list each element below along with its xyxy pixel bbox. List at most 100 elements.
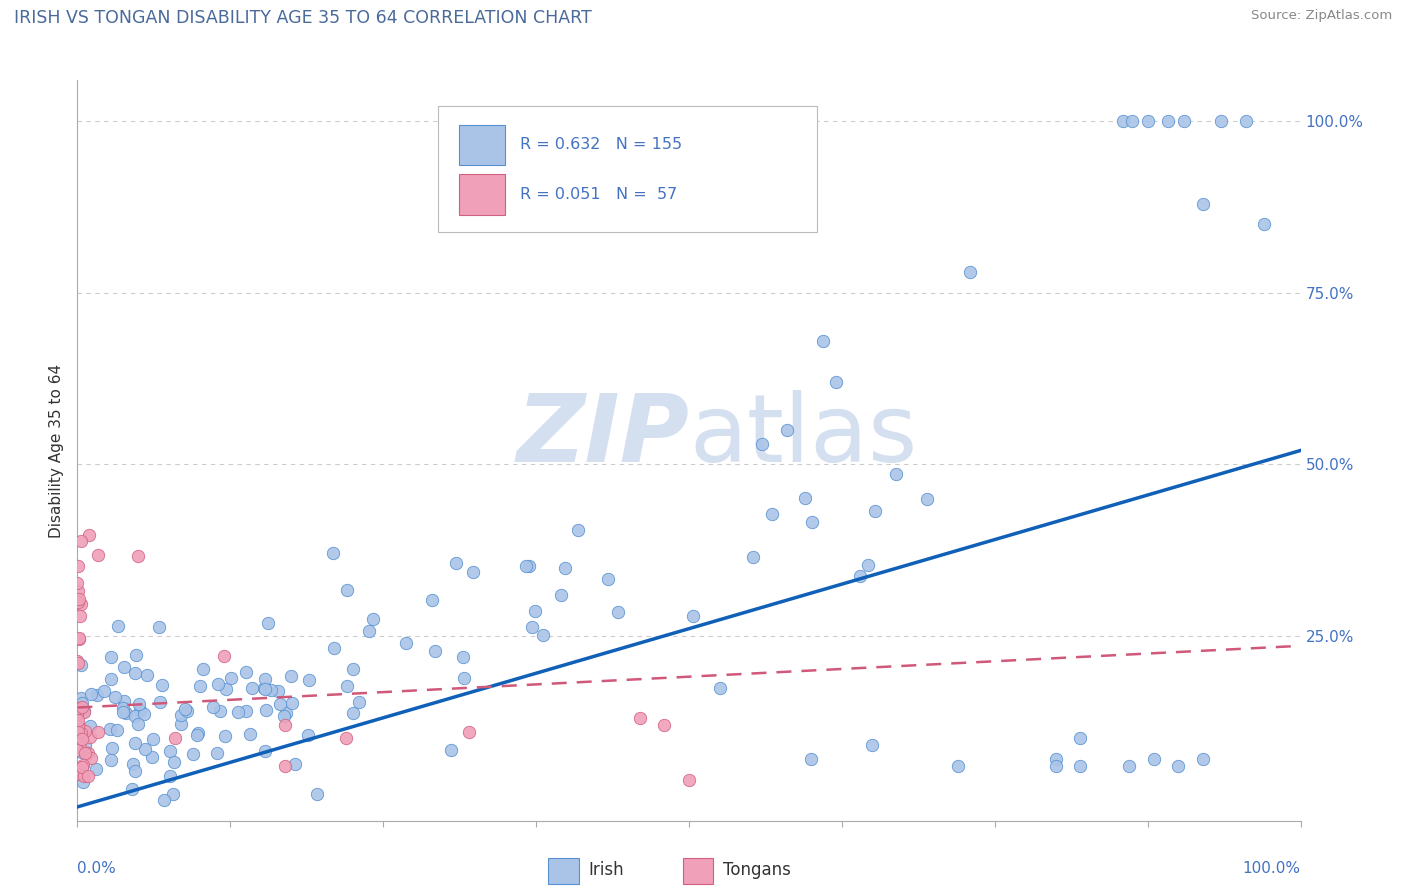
Text: R = 0.051   N =  57: R = 0.051 N = 57 (520, 186, 678, 202)
Point (66, 584, 89, 599)
Point (1209, 114, 1232, 128)
Point (87, 548, 110, 562)
Point (800, 515, 823, 529)
Point (153, 793, 176, 807)
Point (134, 742, 156, 756)
Point (69, 725, 91, 739)
Point (235, 704, 257, 718)
Point (865, 503, 887, 517)
Point (453, 671, 475, 685)
Point (107, 619, 129, 633)
Point (124, 764, 146, 779)
Point (76, 769, 98, 783)
Point (67, 720, 90, 734)
Point (70, 657, 93, 672)
Point (66, 709, 89, 723)
Point (150, 678, 173, 692)
Point (654, 717, 676, 731)
Point (149, 695, 172, 709)
Point (212, 649, 235, 664)
Point (1118, 759, 1140, 773)
Point (298, 673, 321, 687)
Point (72, 700, 94, 714)
Point (162, 787, 184, 801)
Point (67, 632, 90, 646)
Point (515, 558, 537, 573)
FancyBboxPatch shape (439, 106, 817, 232)
Point (80, 687, 103, 701)
Point (100, 672, 122, 686)
Point (70, 697, 93, 711)
Point (70, 759, 93, 773)
Point (69, 740, 91, 755)
Point (1191, 752, 1213, 766)
Point (240, 681, 263, 696)
Point (70, 691, 93, 706)
Point (112, 660, 135, 674)
Point (1157, 114, 1180, 128)
Point (1112, 114, 1135, 128)
Point (66, 654, 89, 668)
Point (858, 558, 880, 573)
Point (66, 558, 89, 573)
Point (100, 753, 122, 767)
Point (1253, 217, 1275, 231)
Point (794, 491, 817, 505)
Point (1167, 759, 1189, 773)
Point (208, 704, 231, 718)
Point (463, 565, 485, 579)
Point (517, 559, 540, 574)
Text: IRISH VS TONGAN DISABILITY AGE 35 TO 64 CORRELATION CHART: IRISH VS TONGAN DISABILITY AGE 35 TO 64 … (14, 9, 592, 27)
Point (67, 705, 90, 719)
Point (235, 665, 257, 679)
Text: ZIP: ZIP (516, 390, 689, 482)
Point (70, 534, 93, 549)
Point (567, 523, 589, 537)
Point (824, 375, 846, 389)
Point (135, 667, 157, 681)
Point (1136, 114, 1159, 128)
Point (336, 679, 359, 693)
Point (170, 707, 193, 722)
Point (86, 688, 108, 702)
Point (77, 746, 100, 760)
Point (959, 265, 981, 279)
Point (457, 724, 479, 739)
Point (915, 492, 938, 507)
Point (66, 766, 89, 780)
Point (124, 709, 146, 723)
Point (69, 608, 91, 623)
Text: atlas: atlas (689, 390, 917, 482)
Point (363, 612, 385, 626)
Point (162, 755, 184, 769)
Point (79, 719, 101, 733)
Text: R = 0.632   N = 155: R = 0.632 N = 155 (520, 137, 682, 153)
Point (66, 575, 89, 590)
Point (124, 665, 146, 680)
Point (884, 467, 907, 481)
Point (1069, 731, 1091, 746)
Point (520, 620, 543, 634)
Point (253, 681, 276, 696)
Point (523, 604, 546, 618)
FancyBboxPatch shape (458, 125, 506, 165)
Point (395, 636, 418, 650)
Point (606, 605, 628, 619)
Point (596, 572, 619, 586)
Point (281, 697, 304, 711)
Point (159, 744, 181, 758)
Point (128, 697, 150, 711)
Point (280, 669, 302, 683)
Point (254, 703, 277, 717)
Point (273, 709, 295, 723)
Point (193, 662, 215, 676)
Point (800, 752, 823, 766)
Point (322, 546, 344, 560)
Point (86, 725, 108, 739)
Point (451, 649, 474, 664)
Point (70, 732, 93, 747)
Point (862, 738, 884, 752)
Point (79, 730, 101, 744)
Point (214, 729, 236, 743)
Point (188, 679, 211, 693)
